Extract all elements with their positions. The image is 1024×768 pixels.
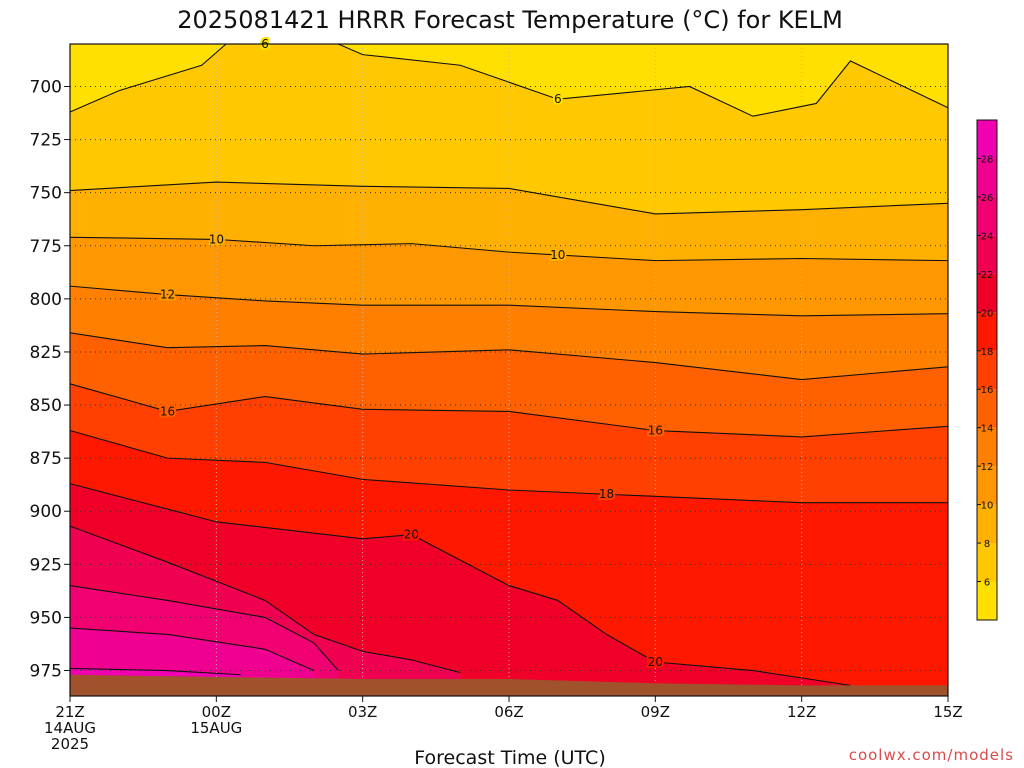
- x-tick-label-4-0: 09Z: [641, 703, 670, 721]
- x-tick-label-3-0: 06Z: [494, 703, 523, 721]
- terrain-layer: [70, 674, 948, 696]
- isotherm-label-20: 20: [404, 528, 419, 542]
- chart-title: 2025081421 HRRR Forecast Temperature (°C…: [177, 6, 843, 34]
- ground-surface: [70, 674, 948, 696]
- colorbar-tick-label-14: 14: [981, 424, 994, 435]
- colorbar-tick-label-8: 8: [984, 539, 990, 550]
- colorbar-band-14: [977, 389, 997, 428]
- isotherm-20: [69, 483, 851, 686]
- colorbar-tick-label-12: 12: [981, 462, 994, 473]
- colorbar-band-4: [977, 581, 997, 620]
- y-tick-label-900: 900: [30, 502, 62, 522]
- x-tick-label-6-0: 15Z: [933, 703, 962, 721]
- isotherm-22: [69, 525, 461, 674]
- colorbar-band-8: [977, 504, 997, 544]
- colorbar-tick-label-22: 22: [981, 270, 994, 281]
- isotherm-label-12: 12: [160, 288, 175, 302]
- y-tick-label-850: 850: [30, 396, 62, 416]
- colorbar-band-6: [977, 543, 997, 582]
- colorbar-tick-label-26: 26: [981, 193, 994, 204]
- isotherm-24: [69, 585, 339, 671]
- isotherm-12: [69, 285, 949, 317]
- x-tick-label-5-0: 12Z: [787, 703, 816, 721]
- y-tick-label-825: 825: [30, 343, 62, 363]
- credit-text: coolwx.com/models: [849, 746, 1014, 764]
- colorbar-band-26: [977, 158, 997, 197]
- isotherm-6: [69, 43, 949, 117]
- x-tick-label-2-0: 03Z: [348, 703, 377, 721]
- isotherm-label-20: 20: [648, 655, 663, 669]
- isotherm-18: [69, 429, 948, 504]
- isotherm-label-16: 16: [160, 404, 175, 418]
- colorbar-band-22: [977, 235, 997, 274]
- colorbar-band-16: [977, 350, 997, 390]
- isotherm-8: [69, 181, 949, 215]
- x-tick-label-0-2: 2025: [51, 735, 89, 753]
- colorbar-tick-label-24: 24: [981, 231, 994, 242]
- y-tick-label-725: 725: [30, 131, 62, 151]
- colorbar-tick-label-18: 18: [981, 347, 994, 358]
- axes: 70072575077580082585087590092595097521Z1…: [30, 43, 963, 753]
- x-tick-label-1-0: 00Z: [202, 703, 231, 721]
- x-tick-label-0-1: 14AUG: [44, 719, 96, 737]
- isotherm-16: [69, 383, 949, 438]
- isotherm-label-18: 18: [599, 487, 614, 501]
- x-axis-label: Forecast Time (UTC): [414, 747, 605, 768]
- y-tick-label-950: 950: [30, 608, 62, 628]
- isotherm-26: [69, 627, 315, 672]
- y-tick-label-975: 975: [30, 662, 62, 682]
- isotherm-14: [69, 332, 949, 381]
- colorbar-band-12: [977, 427, 997, 467]
- y-tick-label-925: 925: [30, 555, 62, 575]
- isotherm-label-10: 10: [550, 248, 565, 262]
- y-tick-label-775: 775: [30, 237, 62, 257]
- grid-lines: [70, 44, 948, 696]
- colorbar-tick-label-10: 10: [981, 501, 994, 512]
- colorbar-tick-label-16: 16: [981, 385, 994, 396]
- colorbar-tick-label-20: 20: [981, 308, 994, 319]
- plot-area: [70, 44, 948, 697]
- colorbar-band-10: [977, 466, 997, 505]
- colorbar-band-28: [977, 120, 997, 159]
- isotherm-28: [69, 667, 241, 676]
- colorbar-band-20: [977, 273, 997, 313]
- x-tick-label-0-0: 21Z: [55, 703, 84, 721]
- colorbar-band-24: [977, 196, 997, 236]
- colorbar-frame: [976, 119, 998, 621]
- y-tick-label-700: 700: [30, 77, 62, 97]
- y-tick-label-750: 750: [30, 184, 62, 204]
- colorbar-tick-label-6: 6: [984, 578, 990, 589]
- y-tick-label-875: 875: [30, 449, 62, 469]
- isotherm-label-16: 16: [648, 424, 663, 438]
- colorbar-tick-label-28: 28: [981, 154, 994, 165]
- x-tick-label-1-1: 15AUG: [190, 719, 242, 737]
- colorbar-band-18: [977, 312, 997, 351]
- isotherm-label-6: 6: [554, 92, 562, 106]
- colorbar: 6 8 10 12 14 16 18 20 22 24 26 28: [976, 119, 998, 621]
- isotherm-label-10: 10: [209, 232, 224, 246]
- isotherm-10: [69, 236, 949, 262]
- y-tick-label-800: 800: [30, 290, 62, 310]
